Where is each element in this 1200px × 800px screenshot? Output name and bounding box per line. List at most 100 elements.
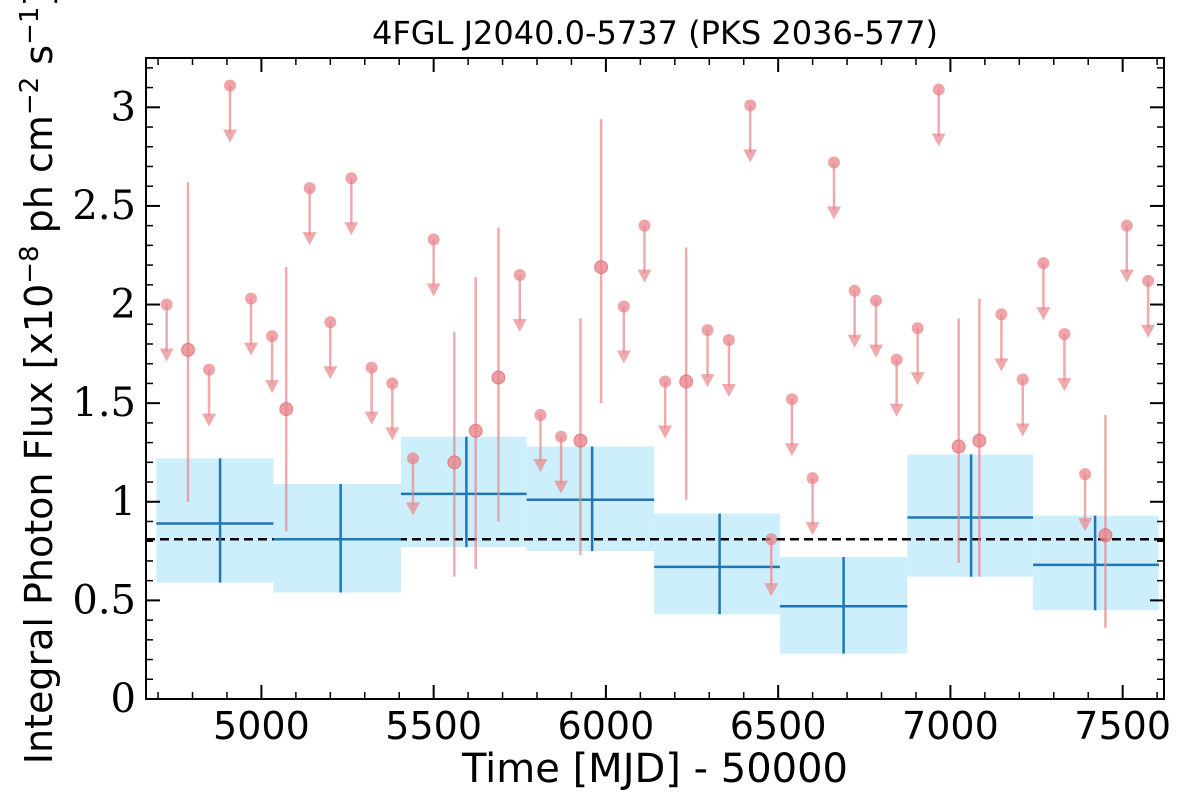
upper-limit-arrowhead (910, 372, 925, 386)
upper-limit-point (224, 79, 237, 92)
binned-flux-band (400, 436, 527, 548)
detection-point (951, 439, 966, 454)
upper-limit-arrowhead (223, 129, 238, 143)
upper-limit-point (303, 182, 316, 195)
upper-limit-arrowhead (405, 502, 420, 516)
x-tick-label: 7000 (902, 704, 999, 748)
y-tick-label: 2.5 (72, 183, 136, 229)
y-axis-label-main: Integral Photon Flux [x10 (17, 284, 61, 765)
upper-limit-point (266, 330, 279, 343)
upper-limit-arrowhead (847, 334, 862, 348)
y-axis-label-units: ph cm (17, 115, 61, 245)
upper-limit-point (744, 99, 757, 112)
plot-frame (145, 57, 1165, 700)
upper-limit-point (806, 472, 819, 485)
upper-limit-point (1120, 219, 1133, 232)
detection-point (1098, 528, 1113, 543)
upper-limit-point (1037, 257, 1050, 270)
upper-limit-arrowhead (826, 206, 841, 220)
upper-limit-arrowhead (426, 283, 441, 297)
detection-point (573, 433, 588, 448)
upper-limit-arrowhead (743, 149, 758, 163)
upper-limit-point (1016, 373, 1029, 386)
upper-limit-arrowhead (994, 358, 1009, 372)
upper-limit-arrowhead (868, 344, 883, 358)
y-axis-label-exponent: −8 (15, 245, 45, 283)
y-axis-label-exponent-2: −2 (15, 77, 45, 115)
upper-limit-arrowhead (302, 232, 317, 246)
upper-limit-arrowhead (658, 425, 673, 439)
y-tick-label: 0 (111, 676, 136, 722)
upper-limit-arrowhead (364, 411, 379, 425)
binned-flux-band (156, 458, 274, 583)
y-tick-label: 1.5 (72, 380, 136, 426)
upper-limit-arrowhead (159, 348, 174, 362)
binned-flux-bands (156, 436, 1159, 654)
upper-limit-arrowhead (554, 480, 569, 494)
upper-limit-arrowhead (721, 384, 736, 398)
upper-limit-arrowhead (202, 413, 217, 427)
y-tick-label: 2 (111, 282, 136, 328)
x-tick-label: 5000 (213, 704, 310, 748)
upper-limit-point (534, 408, 547, 421)
y-axis-label-exponent-3: −1 (15, 7, 45, 45)
upper-limit-arrowhead (1119, 269, 1134, 283)
upper-limit-point (1142, 274, 1155, 287)
upper-limit-point (890, 353, 903, 366)
upper-limit-point (345, 172, 358, 185)
upper-limit-point (324, 316, 337, 329)
upper-limit-arrowhead (1057, 378, 1072, 392)
upper-limit-point (427, 233, 440, 246)
upper-limit-arrowhead (1036, 307, 1051, 321)
upper-limit-arrowhead (512, 318, 527, 332)
upper-limit-point (701, 324, 714, 337)
upper-limit-point (160, 298, 173, 311)
upper-limit-arrowhead (1078, 518, 1093, 532)
x-axis-label: Time [MJD] - 50000 (461, 746, 848, 792)
upper-limit-point (203, 363, 216, 376)
upper-limit-point (785, 393, 798, 406)
upper-limit-point (827, 156, 840, 169)
detection-point (679, 374, 694, 389)
upper-limit-arrowhead (784, 443, 799, 457)
detection-point (468, 423, 483, 438)
detection-point (972, 433, 987, 448)
y-axis-label-units-2: s (17, 45, 61, 77)
binned-flux-band (654, 513, 780, 615)
upper-limit-arrowhead (764, 583, 779, 597)
upper-limit-arrowhead (889, 403, 904, 417)
upper-limit-arrowhead (244, 342, 259, 356)
detection-point (181, 342, 196, 357)
upper-limit-point (365, 361, 378, 374)
upper-limit-point (765, 533, 778, 546)
detections-series (181, 119, 1113, 628)
upper-limit-point (555, 430, 568, 443)
upper-limit-arrowhead (616, 350, 631, 364)
upper-limit-point (995, 308, 1008, 321)
upper-limits-series (159, 79, 1156, 597)
upper-limit-arrowhead (1015, 423, 1030, 437)
upper-limit-arrowhead (1141, 324, 1156, 338)
chart-title: 4FGL J2040.0-5737 (PKS 2036-577) (372, 14, 938, 52)
upper-limit-point (722, 334, 735, 347)
detection-point (447, 455, 462, 470)
upper-limit-arrowhead (344, 222, 359, 236)
upper-limit-point (245, 292, 258, 305)
upper-limit-arrowhead (265, 380, 280, 394)
upper-limit-point (659, 375, 672, 388)
upper-limit-point (911, 322, 924, 335)
x-tick-label: 5500 (385, 704, 482, 748)
upper-limit-point (406, 452, 419, 465)
y-axis-label: Integral Photon Flux [x10−8 ph cm−2 s−1] (15, 0, 61, 764)
upper-limit-arrowhead (385, 427, 400, 441)
upper-limit-point (1058, 328, 1071, 341)
x-tick-label: 6500 (730, 704, 827, 748)
upper-limit-point (869, 294, 882, 307)
y-tick-label: 1 (111, 479, 136, 525)
upper-limit-point (513, 268, 526, 281)
detection-point (279, 402, 294, 417)
x-tick-label: 6000 (558, 704, 655, 748)
upper-limit-arrowhead (533, 458, 548, 472)
y-axis-label-close: ] (17, 0, 61, 7)
y-tick-label: 0.5 (72, 577, 136, 623)
